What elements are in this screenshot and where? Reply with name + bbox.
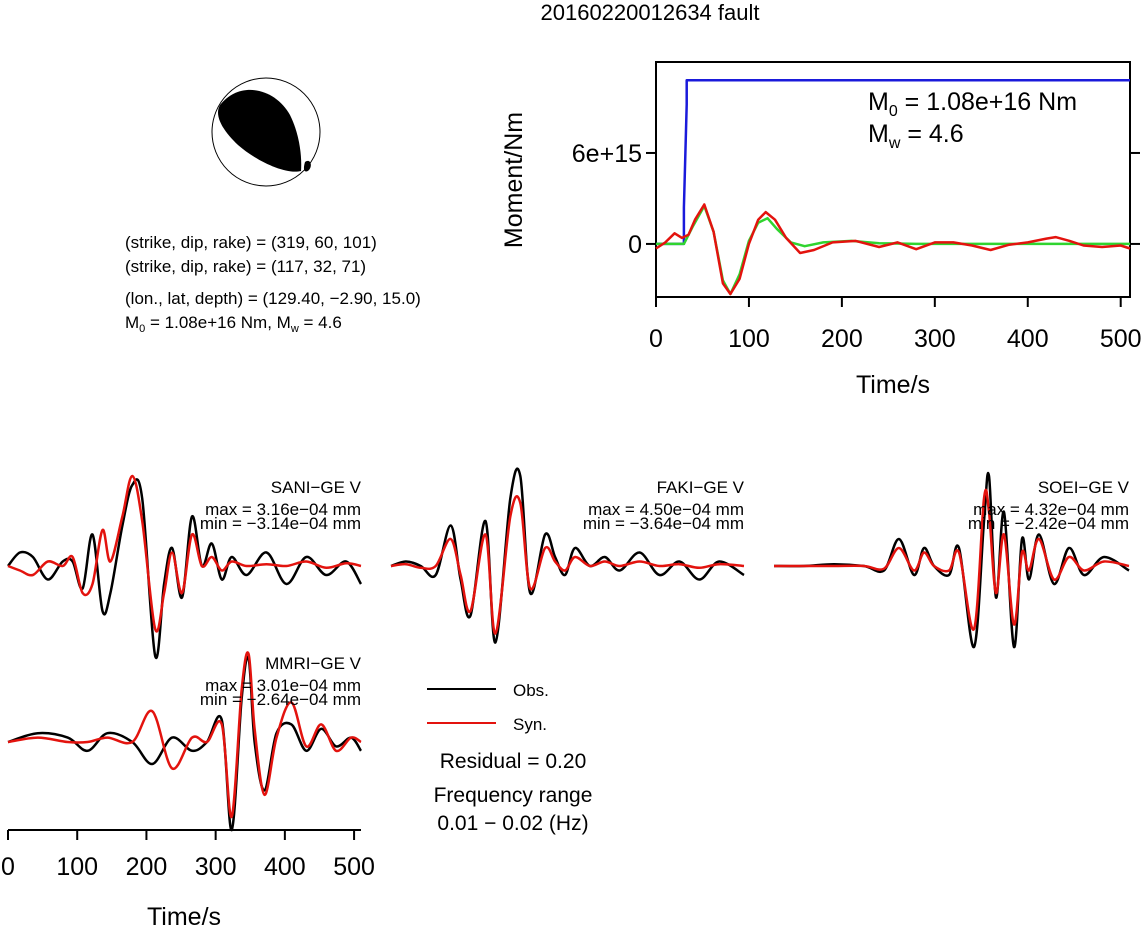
station-max: max = 3.01e−04 mm [205, 676, 361, 695]
moment-x-tick-label: 300 [914, 325, 956, 353]
nodal-plane-1: (strike, dip, rake) = (319, 60, 101) [125, 233, 377, 252]
waveform-x-tick-label: 400 [264, 853, 306, 881]
beachball-compression-quadrant [218, 89, 302, 172]
moment-x-tick-label: 100 [728, 325, 770, 353]
waveform-time-axis: Time/s 0 100 200 300 400 500 [1, 829, 375, 927]
hypocenter-location: (lon., lat, depth) = (129.40, −2.90, 15.… [125, 289, 421, 308]
station-name: MMRI−GE V [265, 654, 362, 673]
waveform-x-axis-label: Time/s [147, 903, 221, 927]
nodal-plane-2: (strike, dip, rake) = (117, 32, 71) [125, 257, 366, 276]
station-max: max = 4.50e−04 mm [588, 500, 744, 519]
legend-obs-label: Obs. [513, 681, 549, 700]
figure-title: 20160220012634 fault [541, 0, 760, 25]
station-max: max = 3.16e−04 mm [205, 500, 361, 519]
moment-x-tick-label: 400 [1007, 325, 1049, 353]
moment-y-tick-label: 0 [628, 231, 642, 259]
station-name: SOEI−GE V [1038, 478, 1130, 497]
station-name: SANI−GE V [271, 478, 362, 497]
station-min: min = −3.64e−04 mm [583, 514, 744, 533]
moment-green-line [656, 204, 1130, 296]
station-name: FAKI−GE V [657, 478, 745, 497]
synthetic-waveform [7, 474, 362, 633]
moment-m0-label: M0 = 1.08e+16 Nm [868, 88, 1077, 120]
moment-x-axis-label: Time/s [856, 371, 930, 399]
moment-magnitude-line: M0 = 1.08e+16 Nm, Mw = 4.6 [125, 313, 342, 335]
mechanism-info: (strike, dip, rake) = (319, 60, 101) (st… [125, 233, 421, 335]
beachball-small-quadrant [303, 160, 311, 172]
moment-red-line [655, 203, 1131, 296]
moment-x-tick-label: 500 [1100, 325, 1142, 353]
observed-waveform [390, 467, 745, 644]
residual-text: Residual = 0.20 [440, 750, 587, 773]
frequency-range-value: 0.01 − 0.02 (Hz) [437, 812, 588, 835]
station-min: min = −2.64e−04 mm [200, 690, 361, 709]
synthetic-waveform [390, 495, 745, 635]
synthetic-waveform [7, 651, 362, 819]
observed-waveform [7, 655, 363, 832]
waveform-x-tick-label: 500 [333, 853, 375, 881]
waveform-x-tick-label: 100 [56, 853, 98, 881]
moment-mw-label: Mw = 4.6 [868, 120, 964, 152]
moment-x-tick-label: 0 [649, 325, 663, 353]
moment-x-tick-label: 200 [821, 325, 863, 353]
beachball [211, 77, 321, 187]
moment-y-tick-label: 6e+15 [572, 140, 642, 168]
moment-plot-frame [655, 61, 1131, 298]
waveform-x-tick-label: 200 [126, 853, 168, 881]
legend-syn-label: Syn. [513, 715, 547, 734]
waveform-x-tick-label: 300 [195, 853, 237, 881]
frequency-range-title: Frequency range [434, 784, 593, 807]
synthetic-waveform [773, 488, 1130, 631]
station-min: min = −2.42e−04 mm [968, 514, 1129, 533]
waveform-x-tick-label: 0 [1, 853, 15, 881]
station-max: max = 4.32e−04 mm [973, 500, 1129, 519]
station-min: min = −3.14e−04 mm [200, 514, 361, 533]
legend: Obs. Syn. Residual = 0.20 Frequency rang… [427, 681, 592, 835]
moment-y-axis-label: Moment/Nm [500, 112, 528, 248]
